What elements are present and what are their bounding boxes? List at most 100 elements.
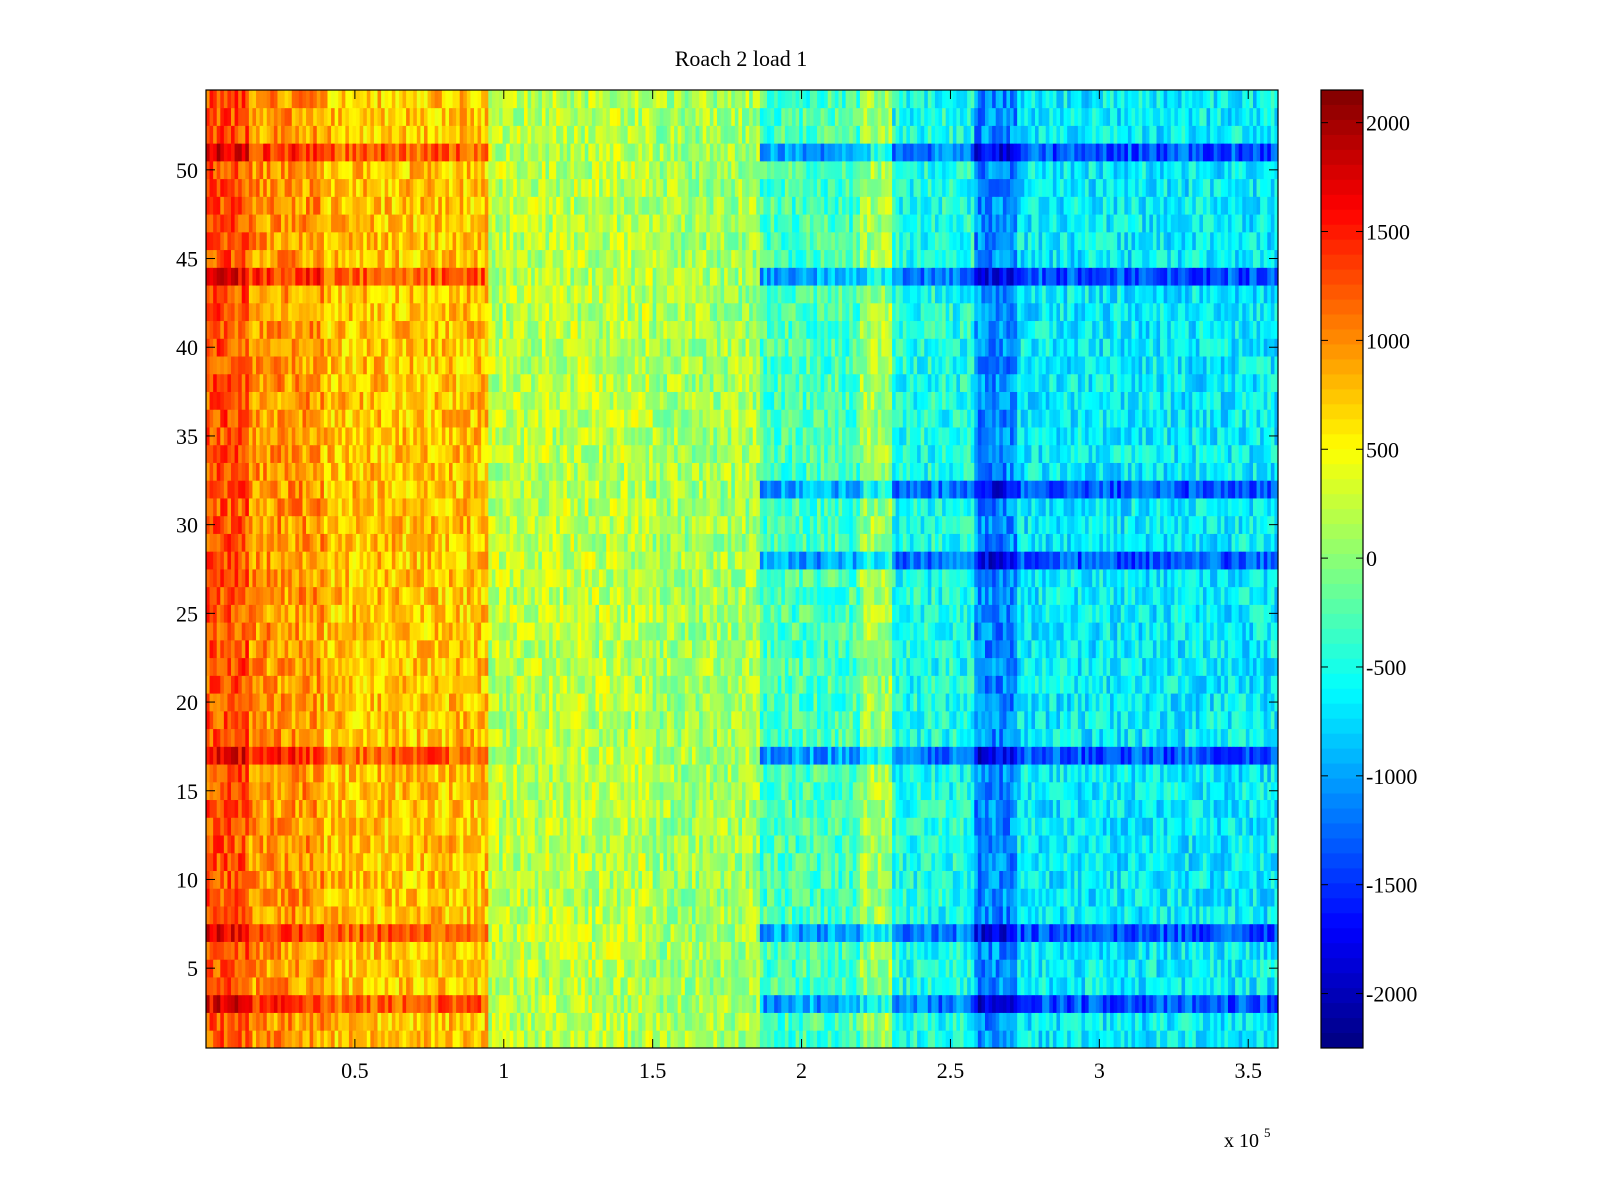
heatmap-cell — [506, 906, 511, 925]
heatmap-cell — [1024, 852, 1029, 871]
heatmap-cell — [452, 994, 457, 1013]
heatmap-cell — [256, 959, 260, 978]
heatmap-cell — [1274, 994, 1279, 1013]
heatmap-cell — [266, 799, 271, 818]
heatmap-cell — [1206, 799, 1211, 818]
heatmap-cell — [649, 781, 654, 801]
heatmap-cell — [1127, 1012, 1132, 1031]
heatmap-cell — [1224, 1030, 1229, 1049]
heatmap-cell — [377, 1030, 382, 1049]
heatmap-cell — [1231, 852, 1236, 871]
heatmap-cell — [631, 1012, 636, 1031]
heatmap-cell — [395, 870, 400, 889]
heatmap-cell — [391, 852, 396, 871]
heatmap-cell — [416, 1030, 421, 1049]
heatmap-cell — [1081, 817, 1086, 836]
heatmap-cell — [863, 746, 868, 765]
heatmap-cell — [1238, 817, 1243, 836]
heatmap-cell — [1131, 764, 1136, 783]
heatmap-cell — [716, 923, 721, 942]
heatmap-cell — [842, 746, 847, 765]
heatmap-cell — [481, 1030, 486, 1049]
heatmap-cell — [688, 906, 693, 925]
heatmap-cell — [323, 888, 328, 907]
heatmap-cell — [406, 799, 411, 818]
heatmap-cell — [1102, 781, 1107, 801]
heatmap-cell — [413, 906, 418, 925]
heatmap-cell — [341, 906, 346, 925]
heatmap-cell — [273, 781, 278, 801]
heatmap-cell — [477, 781, 482, 801]
heatmap-cell — [234, 941, 239, 960]
heatmap-cell — [749, 941, 754, 960]
heatmap-cell — [1192, 817, 1197, 836]
heatmap-cell — [231, 1012, 235, 1031]
heatmap-cell — [1260, 906, 1265, 925]
heatmap-cell — [709, 835, 714, 854]
heatmap-cell — [384, 799, 389, 818]
heatmap-cell — [1070, 959, 1075, 978]
heatmap-cell — [952, 835, 957, 854]
heatmap-cell — [520, 852, 525, 871]
heatmap-cell — [1142, 870, 1147, 889]
heatmap-cell — [759, 764, 764, 783]
heatmap-cell — [1145, 799, 1150, 818]
heatmap-cell — [774, 977, 779, 996]
heatmap-cell — [270, 941, 275, 960]
heatmap-cell — [445, 941, 450, 960]
heatmap-cell — [859, 941, 864, 960]
heatmap-cell — [563, 994, 568, 1013]
heatmap-cell — [734, 852, 739, 871]
heatmap-cell — [992, 994, 997, 1013]
heatmap-cell — [534, 923, 539, 942]
heatmap-cell — [1060, 923, 1064, 942]
heatmap-cell — [892, 906, 897, 925]
heatmap-cell — [731, 781, 736, 801]
heatmap-cell — [763, 799, 768, 818]
heatmap-cell — [752, 852, 757, 871]
heatmap-cell — [856, 835, 861, 854]
heatmap-cell — [1117, 977, 1122, 996]
heatmap-cell — [909, 977, 914, 996]
heatmap-cell — [1095, 1012, 1100, 1031]
heatmap-cell — [1270, 799, 1275, 818]
heatmap-cell — [1188, 977, 1193, 996]
heatmap-cell — [295, 906, 300, 925]
heatmap-cell — [591, 746, 596, 765]
heatmap-cell — [231, 906, 235, 925]
heatmap-cell — [502, 799, 507, 818]
heatmap-cell — [699, 817, 704, 836]
heatmap-cell — [852, 941, 857, 960]
heatmap-cell — [827, 906, 832, 925]
heatmap-cell — [1088, 977, 1093, 996]
heatmap-cell — [456, 781, 461, 801]
heatmap-cell — [870, 817, 875, 836]
heatmap-cell — [474, 977, 478, 996]
heatmap-cell — [252, 799, 257, 818]
heatmap-cell — [999, 959, 1004, 978]
heatmap-cell — [870, 746, 875, 765]
heatmap-cell — [859, 746, 864, 765]
heatmap-cell — [591, 799, 596, 818]
heatmap-cell — [727, 835, 732, 854]
heatmap-cell — [259, 781, 264, 801]
heatmap-cell — [749, 835, 754, 854]
heatmap-cell — [595, 870, 600, 889]
heatmap-cell — [863, 888, 868, 907]
heatmap-cell — [1213, 959, 1218, 978]
heatmap-cell — [302, 977, 307, 996]
heatmap-cell — [502, 835, 507, 854]
heatmap-cell — [1156, 959, 1161, 978]
heatmap-cell — [1206, 1012, 1211, 1031]
heatmap-cell — [277, 923, 282, 942]
heatmap-cell — [977, 1030, 982, 1049]
heatmap-cell — [767, 852, 771, 871]
heatmap-cell — [742, 1012, 746, 1031]
heatmap-cell — [363, 852, 368, 871]
heatmap-cell — [245, 959, 250, 978]
heatmap-cell — [731, 870, 736, 889]
heatmap-cell — [474, 906, 478, 925]
heatmap-cell — [895, 941, 900, 960]
heatmap-cell — [627, 817, 632, 836]
heatmap-cell — [963, 1012, 968, 1031]
